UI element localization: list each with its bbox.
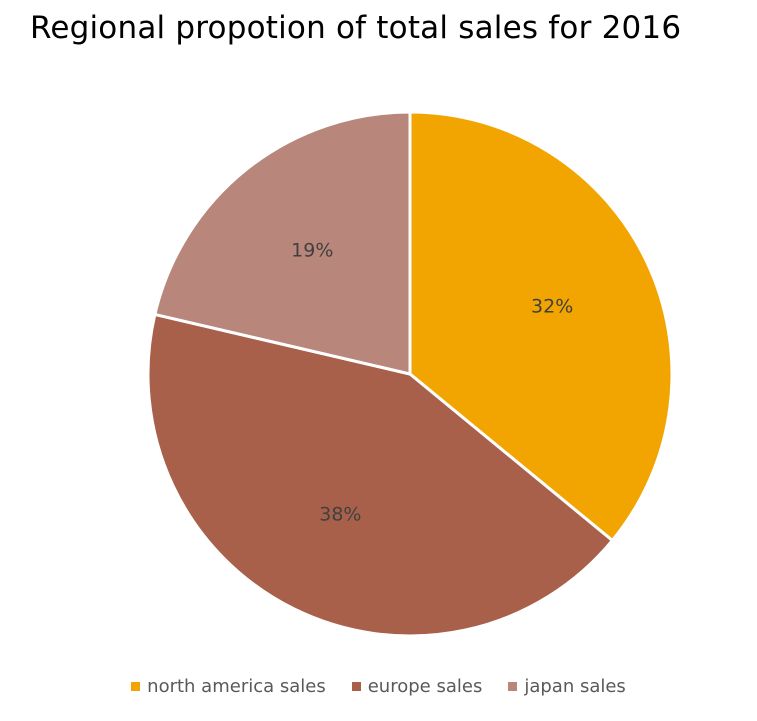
legend-item-europe: europe sales (351, 676, 483, 697)
legend-label-japan: japan sales (524, 676, 626, 697)
pie-slice-europe (146, 312, 614, 638)
data-label-north-america: 32% (531, 295, 573, 317)
legend-swatch-north-america (131, 682, 141, 691)
legend-swatch-europe (351, 682, 361, 691)
pie-slice-japan (153, 110, 412, 376)
legend-item-japan: japan sales (508, 676, 626, 697)
pie-plot: 32% 38% 19% (146, 110, 674, 638)
legend: north america sales europe sales japan s… (0, 676, 757, 697)
data-label-japan: 19% (291, 239, 333, 261)
legend-label-europe: europe sales (367, 676, 483, 697)
legend-swatch-japan (508, 682, 518, 691)
legend-label-north-america: north america sales (147, 676, 326, 697)
chart-title: Regional propotion of total sales for 20… (30, 10, 682, 46)
data-label-europe: 38% (319, 503, 361, 525)
legend-item-north-america: north america sales (131, 676, 326, 697)
pie-slice-north-america (408, 110, 674, 542)
